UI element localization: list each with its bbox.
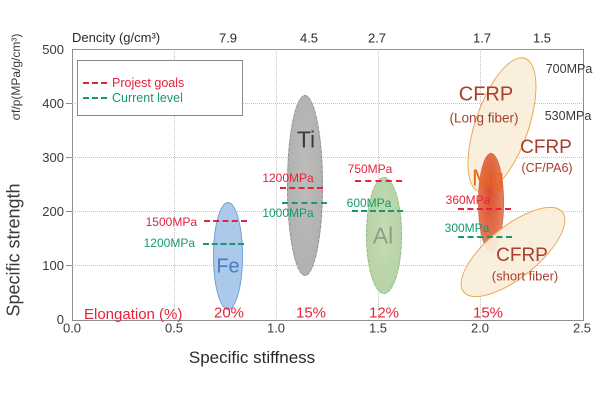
cfrp-short-fiber-subtitle: (short fiber)	[491, 268, 559, 284]
y-tick-400: 400	[42, 96, 64, 111]
y-tick-100: 100	[42, 258, 64, 273]
legend-project-goals-label: Projest goals	[112, 76, 185, 90]
ti-current-level-line	[282, 202, 327, 204]
mg-current-level-label: 300MPa	[444, 221, 490, 235]
y-tick-mark	[66, 211, 72, 212]
elongation-fe: 20%	[213, 304, 245, 322]
elongation-al: 12%	[368, 304, 400, 322]
elongation-ti: 15%	[295, 304, 327, 322]
gridline-y-200	[72, 211, 582, 212]
x-tick-1.5: 1.5	[368, 320, 388, 336]
fe-project-goal-label: 1500MPa	[145, 215, 197, 229]
al-label: Al	[372, 222, 394, 249]
al-project-goal-line	[355, 180, 402, 182]
density-value-fe: 7.9	[218, 30, 238, 46]
mg-label: Mg	[472, 164, 504, 191]
density-value-ti: 4.5	[299, 30, 319, 46]
x-axis-title: Specific stiffness	[188, 348, 316, 367]
ti-project-goal-line	[280, 187, 323, 189]
y-tick-mark	[66, 265, 72, 266]
x-tick-2.5: 2.5	[572, 320, 592, 336]
cfrp-cfpa6-title: CFRP	[520, 137, 572, 158]
x-tick-1.0: 1.0	[266, 320, 286, 336]
x-tick-0.5: 0.5	[164, 320, 184, 336]
al-current-level-label: 600MPa	[346, 196, 392, 210]
legend-project-goals-swatch	[83, 82, 107, 84]
mg-current-level-line	[458, 236, 512, 238]
legend-current-level-label: Current level	[112, 91, 183, 105]
x-tick-0.0: 0.0	[62, 320, 82, 336]
cfrp-short-fiber-title: CFRP	[496, 245, 548, 266]
fe-project-goal-line	[204, 220, 247, 222]
fe-label: Fe	[216, 255, 240, 278]
y-axis-units: σf/p(MPa/g/cm³)	[9, 33, 23, 121]
annotation-700mpa: 700MPa	[545, 62, 593, 76]
ti-current-level-label: 1000MPa	[262, 206, 314, 220]
legend	[77, 60, 243, 116]
y-tick-200: 200	[42, 204, 64, 219]
y-tick-mark	[66, 103, 72, 104]
al-project-goal-label: 750MPa	[347, 162, 393, 176]
mg-project-goal-line	[458, 208, 511, 210]
ti-label: Ti	[296, 126, 316, 153]
density-value-mg: 1.7	[472, 30, 492, 46]
al-current-level-line	[352, 210, 403, 212]
y-tick-500: 500	[42, 42, 64, 57]
gridline-x-1.0	[276, 49, 277, 319]
cfrp-long-fiber-subtitle: (Long fiber)	[449, 110, 519, 126]
fe-current-level-line	[203, 243, 244, 245]
al-ellipse	[366, 177, 402, 294]
cfrp-cfpa6-subtitle: (CF/PA6)	[521, 161, 573, 175]
gridline-y-100	[72, 265, 582, 266]
y-tick-300: 300	[42, 150, 64, 165]
x-tick-2.0: 2.0	[470, 320, 490, 336]
y-axis-title: Specific strength	[3, 183, 24, 317]
density-axis-label: Dencity (g/cm³)	[72, 30, 161, 45]
density-value-al: 2.7	[367, 30, 387, 46]
gridline-y-300	[72, 157, 582, 158]
legend-current-level-swatch	[83, 97, 107, 99]
gridline-x-0.5	[174, 49, 175, 319]
ti-ellipse	[287, 95, 323, 276]
mg-project-goal-label: 360MPa	[445, 193, 491, 207]
cfrp-long-fiber-title: CFRP	[458, 83, 514, 106]
y-tick-mark	[66, 157, 72, 158]
density-value-cfrp: 1.5	[532, 30, 552, 46]
fe-current-level-label: 1200MPa	[143, 236, 195, 250]
elongation-label: Elongation (%)	[84, 306, 183, 323]
ti-project-goal-label: 1200MPa	[262, 171, 314, 185]
elongation-mg: 15%	[472, 304, 504, 322]
y-tick-0: 0	[56, 312, 64, 327]
annotation-530mpa: 530MPa	[544, 109, 592, 123]
gridline-y-400	[72, 103, 582, 104]
